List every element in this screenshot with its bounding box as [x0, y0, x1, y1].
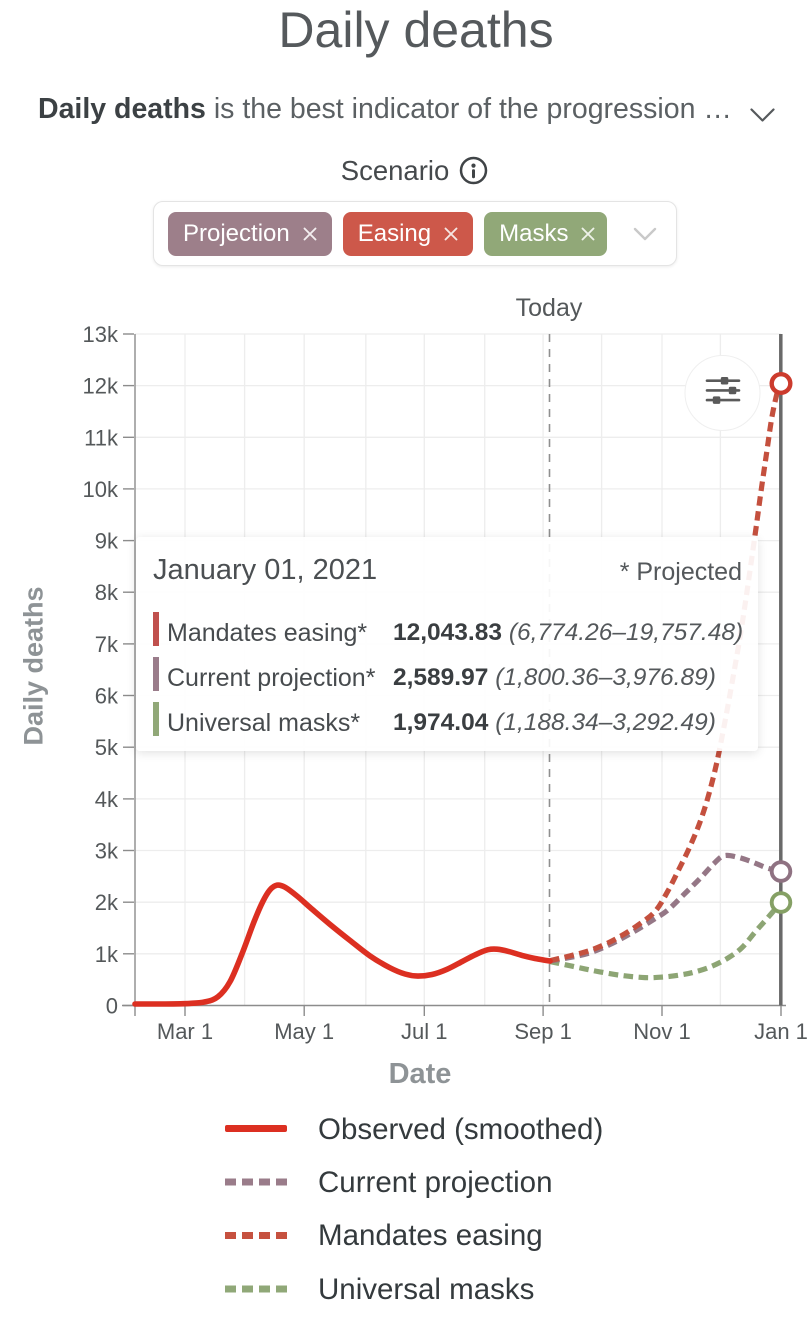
svg-text:12k: 12k: [83, 374, 119, 399]
svg-text:May 1: May 1: [274, 1019, 334, 1044]
svg-text:Observed (smoothed): Observed (smoothed): [318, 1113, 603, 1146]
svg-text:Current projection: Current projection: [318, 1166, 552, 1199]
svg-text:5k: 5k: [95, 735, 119, 760]
svg-text:9k: 9k: [95, 529, 119, 554]
svg-text:Mandates easing: Mandates easing: [318, 1219, 543, 1252]
svg-text:2k: 2k: [95, 890, 119, 915]
svg-text:6k: 6k: [95, 684, 119, 709]
svg-text:4k: 4k: [95, 787, 119, 812]
svg-text:8k: 8k: [95, 580, 119, 605]
svg-text:0: 0: [106, 994, 118, 1019]
svg-text:Today: Today: [516, 294, 583, 322]
svg-text:Jan 1: Jan 1: [754, 1019, 808, 1044]
svg-text:3k: 3k: [95, 839, 119, 864]
svg-text:Jul 1: Jul 1: [401, 1019, 447, 1044]
svg-text:1k: 1k: [95, 942, 119, 967]
svg-text:11k: 11k: [84, 425, 119, 450]
svg-text:Mar 1: Mar 1: [157, 1019, 213, 1044]
svg-text:Sep 1: Sep 1: [514, 1019, 572, 1044]
svg-text:10k: 10k: [83, 477, 119, 502]
svg-text:7k: 7k: [95, 632, 119, 657]
svg-text:Nov 1: Nov 1: [633, 1019, 690, 1044]
svg-text:13k: 13k: [83, 322, 119, 347]
svg-text:Universal masks: Universal masks: [318, 1273, 534, 1306]
